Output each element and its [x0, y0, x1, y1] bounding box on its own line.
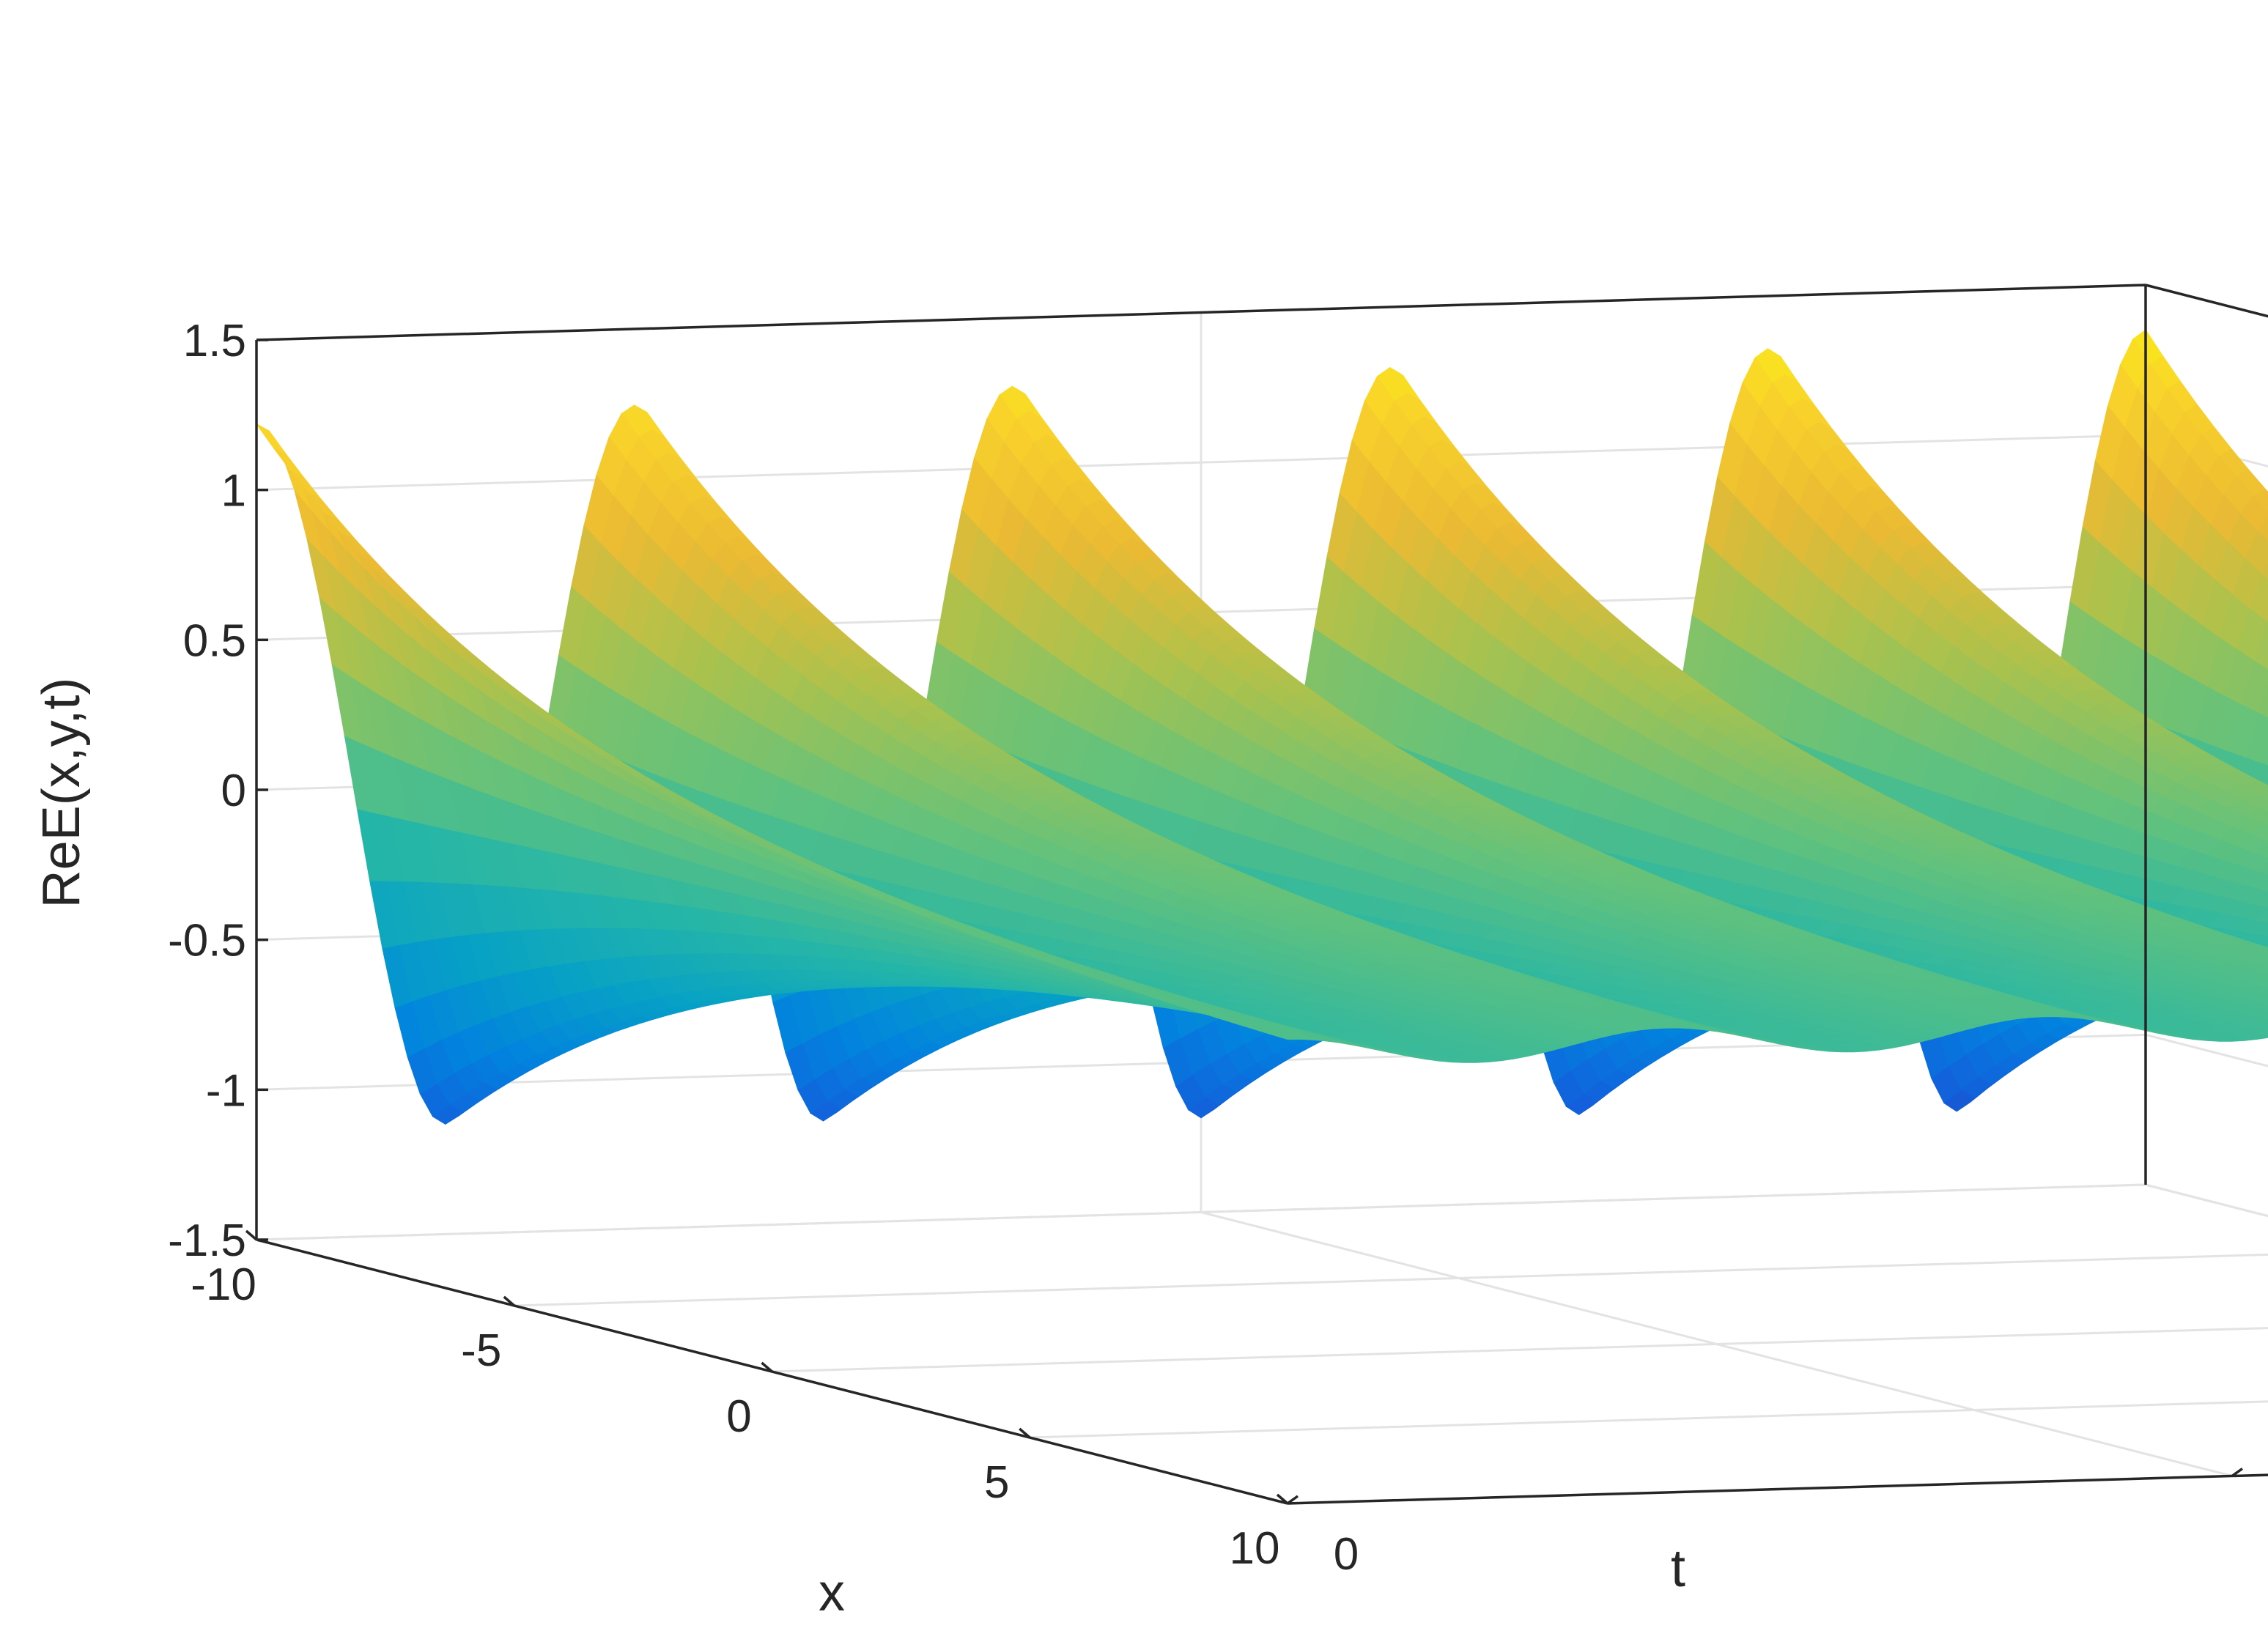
- grid-x-floor: [1287, 1473, 2268, 1505]
- grid-z-right: [2145, 1183, 2268, 1218]
- grid-x-floor: [1030, 1400, 2268, 1439]
- grid-t-floor: [2145, 1183, 2268, 1218]
- grid-z-left: [256, 1183, 2146, 1241]
- surface-patch: [2257, 517, 2268, 543]
- grid-x-floor: [772, 1327, 2268, 1373]
- surface-patch: [2258, 682, 2268, 719]
- grid-x-floor: [514, 1253, 2268, 1307]
- surface-patch: [256, 423, 287, 456]
- grid-z-right: [2145, 1033, 2268, 1068]
- grid-t-floor: [1200, 1211, 2233, 1477]
- surface: [256, 329, 2268, 1125]
